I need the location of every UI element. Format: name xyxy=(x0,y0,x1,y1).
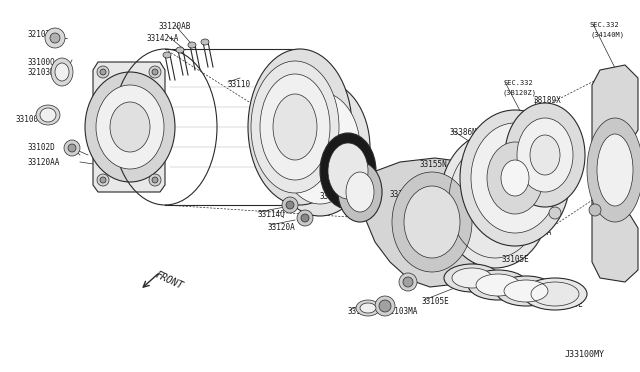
Text: 38343Y: 38343Y xyxy=(258,135,285,144)
Text: 33101E: 33101E xyxy=(460,280,488,289)
Text: 38189X: 38189X xyxy=(533,96,561,105)
Text: FRONT: FRONT xyxy=(154,270,184,292)
Ellipse shape xyxy=(444,264,500,292)
Text: SEC.332: SEC.332 xyxy=(590,22,620,28)
Circle shape xyxy=(282,197,298,213)
Ellipse shape xyxy=(55,63,69,81)
Ellipse shape xyxy=(51,58,73,86)
Circle shape xyxy=(149,174,161,186)
Text: (3B120Z): (3B120Z) xyxy=(503,90,537,96)
Circle shape xyxy=(375,296,395,316)
Text: 33386M: 33386M xyxy=(450,128,477,137)
Circle shape xyxy=(100,69,106,75)
Circle shape xyxy=(152,69,158,75)
Text: (34140M): (34140M) xyxy=(590,32,624,38)
Text: 33103: 33103 xyxy=(390,190,413,199)
Circle shape xyxy=(152,177,158,183)
Ellipse shape xyxy=(273,94,317,160)
Ellipse shape xyxy=(392,172,472,272)
Ellipse shape xyxy=(251,61,339,193)
Ellipse shape xyxy=(360,303,376,313)
Text: 33105E: 33105E xyxy=(502,255,530,264)
Ellipse shape xyxy=(505,103,585,207)
Text: 33120AB: 33120AB xyxy=(159,22,191,31)
Ellipse shape xyxy=(188,42,196,48)
Text: 33145: 33145 xyxy=(300,165,323,174)
Ellipse shape xyxy=(270,80,370,216)
Circle shape xyxy=(50,33,60,43)
Circle shape xyxy=(301,214,309,222)
Text: 32103MB: 32103MB xyxy=(28,68,60,77)
Ellipse shape xyxy=(496,276,556,306)
Text: SEC.332: SEC.332 xyxy=(503,80,532,86)
Ellipse shape xyxy=(176,47,184,53)
Ellipse shape xyxy=(346,172,374,212)
Circle shape xyxy=(379,300,391,312)
Text: 33110: 33110 xyxy=(228,80,251,89)
Circle shape xyxy=(297,210,313,226)
Circle shape xyxy=(45,28,65,48)
Circle shape xyxy=(589,204,601,216)
Ellipse shape xyxy=(476,274,520,296)
Ellipse shape xyxy=(501,160,529,196)
Text: 33105E: 33105E xyxy=(422,297,450,306)
Text: 32103MA: 32103MA xyxy=(385,307,417,316)
Ellipse shape xyxy=(320,133,376,209)
Text: 32103M: 32103M xyxy=(28,30,56,39)
Polygon shape xyxy=(592,65,638,282)
Ellipse shape xyxy=(356,300,380,316)
Ellipse shape xyxy=(96,85,164,169)
Ellipse shape xyxy=(530,135,560,175)
Circle shape xyxy=(100,177,106,183)
Ellipse shape xyxy=(452,268,492,288)
Circle shape xyxy=(149,66,161,78)
Text: 33100Q: 33100Q xyxy=(348,307,376,316)
Text: 33100Q: 33100Q xyxy=(28,58,56,67)
Ellipse shape xyxy=(504,280,548,302)
Ellipse shape xyxy=(597,134,633,206)
Text: 33102D: 33102D xyxy=(28,143,56,152)
Ellipse shape xyxy=(460,110,570,246)
Ellipse shape xyxy=(163,52,171,58)
Ellipse shape xyxy=(517,118,573,192)
Ellipse shape xyxy=(280,92,360,204)
Text: 33120AA: 33120AA xyxy=(28,158,60,167)
Ellipse shape xyxy=(328,143,368,199)
Ellipse shape xyxy=(201,39,209,45)
Ellipse shape xyxy=(110,102,150,152)
Circle shape xyxy=(286,201,294,209)
Ellipse shape xyxy=(260,74,330,180)
Ellipse shape xyxy=(85,72,175,182)
Text: 33142+A: 33142+A xyxy=(147,34,179,43)
Circle shape xyxy=(403,277,413,287)
Text: 33114Q: 33114Q xyxy=(258,210,285,219)
Circle shape xyxy=(64,140,80,156)
Circle shape xyxy=(549,207,561,219)
Circle shape xyxy=(399,273,417,291)
Ellipse shape xyxy=(248,49,352,205)
Circle shape xyxy=(97,174,109,186)
Ellipse shape xyxy=(404,186,460,258)
Ellipse shape xyxy=(523,278,587,310)
Ellipse shape xyxy=(36,105,60,125)
Polygon shape xyxy=(93,62,165,192)
Ellipse shape xyxy=(40,108,56,122)
Text: 33197: 33197 xyxy=(320,192,343,201)
Polygon shape xyxy=(360,158,498,287)
Text: 33100Q: 33100Q xyxy=(16,115,44,124)
Ellipse shape xyxy=(468,270,528,300)
Circle shape xyxy=(68,144,76,152)
Circle shape xyxy=(97,66,109,78)
Ellipse shape xyxy=(487,142,543,214)
Text: 33120A: 33120A xyxy=(268,223,296,232)
Text: 33155N: 33155N xyxy=(420,160,448,169)
Text: 33102DA: 33102DA xyxy=(520,228,552,237)
Text: 33119E: 33119E xyxy=(555,300,583,309)
Text: J33100MY: J33100MY xyxy=(565,350,605,359)
Ellipse shape xyxy=(471,123,559,233)
Ellipse shape xyxy=(587,118,640,222)
Ellipse shape xyxy=(338,162,382,222)
Ellipse shape xyxy=(440,132,550,268)
Text: 33120AC: 33120AC xyxy=(600,176,632,185)
